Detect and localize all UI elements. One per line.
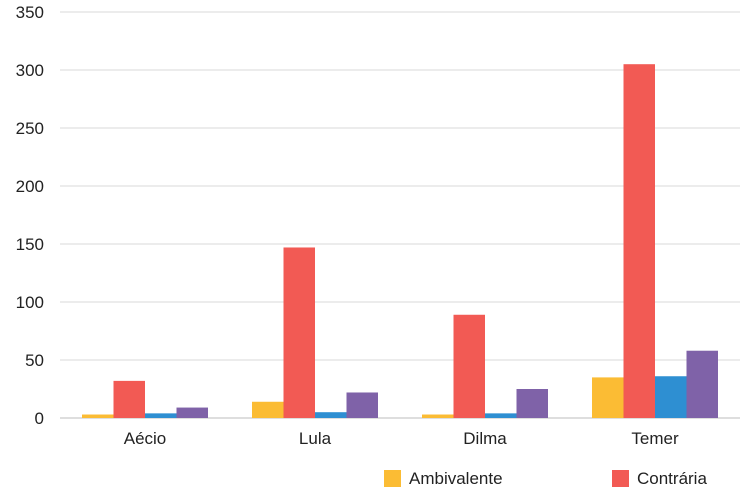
legend: Ambivalente Contrária xyxy=(384,469,707,488)
bar-4-3 xyxy=(516,389,548,418)
y-axis-ticks: 0 50 100 150 200 250 300 350 xyxy=(16,3,44,428)
x-axis-labels: Aécio Lula Dilma Temer xyxy=(124,429,679,448)
bar-1-3 xyxy=(422,414,454,418)
bar-2-3 xyxy=(453,314,485,418)
bar-3-2 xyxy=(315,412,347,418)
x-tick-label: Temer xyxy=(631,429,679,448)
bar-1-4 xyxy=(592,377,624,418)
bars xyxy=(82,64,718,418)
x-tick-label: Dilma xyxy=(463,429,507,448)
gridlines xyxy=(60,11,740,419)
bar-2-4 xyxy=(623,64,655,418)
bar-2-2 xyxy=(283,247,315,418)
bar-3-1 xyxy=(145,413,177,418)
bar-4-1 xyxy=(176,407,208,418)
bar-3-3 xyxy=(485,413,517,418)
legend-label: Ambivalente xyxy=(409,469,503,488)
bar-3-4 xyxy=(655,376,687,418)
x-tick-label: Aécio xyxy=(124,429,167,448)
y-tick-label: 200 xyxy=(16,177,44,196)
legend-swatch xyxy=(612,470,629,487)
legend-swatch xyxy=(384,470,401,487)
y-tick-label: 250 xyxy=(16,119,44,138)
bar-4-2 xyxy=(346,392,378,418)
y-tick-label: 350 xyxy=(16,3,44,22)
bar-4-4 xyxy=(686,350,718,418)
bar-1-2 xyxy=(252,401,284,418)
bar-2-1 xyxy=(113,380,145,418)
y-tick-label: 100 xyxy=(16,293,44,312)
bar-1-1 xyxy=(82,414,114,418)
y-tick-label: 0 xyxy=(35,409,44,428)
legend-label: Contrária xyxy=(637,469,707,488)
x-tick-label: Lula xyxy=(299,429,332,448)
y-tick-label: 50 xyxy=(25,351,44,370)
y-tick-label: 150 xyxy=(16,235,44,254)
y-tick-label: 300 xyxy=(16,61,44,80)
